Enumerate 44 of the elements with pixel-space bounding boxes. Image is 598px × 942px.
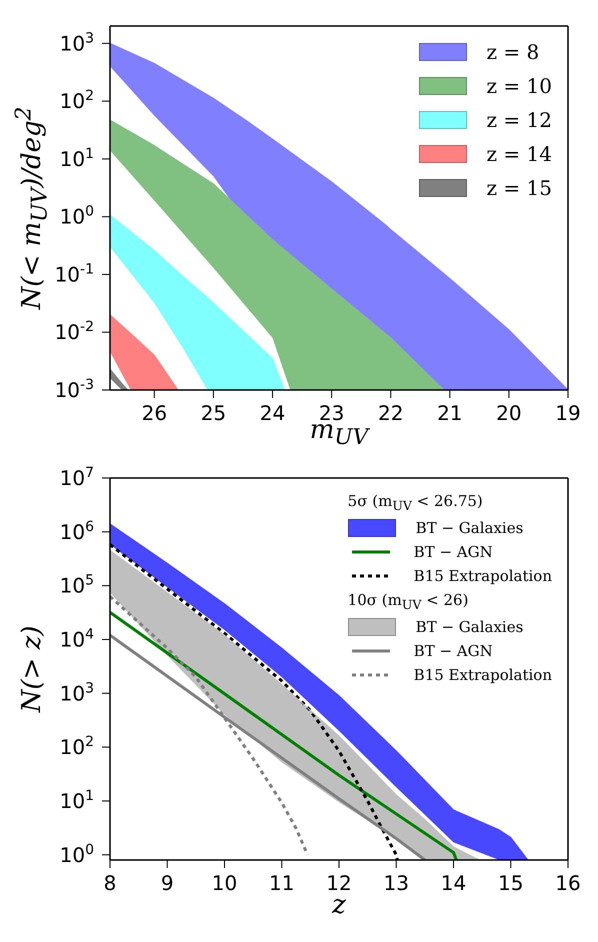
x-tick-label: 20: [496, 401, 522, 425]
y-tick-label: 10$^{3}$: [60, 30, 94, 56]
x-tick-label: 16: [555, 871, 581, 895]
y-tick-label: 10$^{0}$: [60, 204, 94, 229]
x-tick-label: 21: [437, 401, 463, 425]
x-tick-label: 11: [269, 871, 294, 895]
y-tick-label: 10$^{1}$: [60, 788, 94, 813]
y-tick-label: 10$^{3}$: [60, 680, 94, 706]
legend-label: z = 10: [486, 74, 552, 98]
x-tick-label: 13: [384, 871, 409, 895]
y-tick-label: 10$^{2}$: [60, 734, 94, 760]
x-tick-label: 9: [160, 871, 174, 895]
x-tick-label: 24: [260, 401, 286, 425]
annotation: 5σ (m$_{UV}$ < 26.75): [348, 492, 484, 513]
y-tick-label: 10$^{5}$: [60, 572, 94, 598]
x-tick-label: 10: [212, 871, 238, 895]
legend-label: BT − AGN: [414, 543, 493, 561]
x-tick-label: 14: [440, 871, 466, 895]
legend-label: BT − Galaxies: [416, 618, 524, 636]
y-tick-label: 10$^{2}$: [60, 88, 94, 114]
legend-label: z = 8: [486, 40, 540, 64]
annotation: 10σ (m$_{UV}$ < 26): [348, 591, 470, 612]
legend-label: BT − Galaxies: [416, 519, 524, 537]
x-tick-label: 19: [555, 401, 581, 425]
y-tick-label: 10$^{-3}$: [54, 377, 94, 402]
y-tick-label: 10$^{1}$: [60, 146, 94, 171]
y-tick-label: 10$^{-2}$: [54, 319, 94, 344]
x-tick-label: 25: [200, 401, 226, 425]
legend-label: B15 Extrapolation: [414, 666, 552, 684]
x-tick-label: 15: [498, 871, 524, 895]
y-tick-label: 10$^{-1}$: [54, 261, 94, 286]
x-tick-label: 26: [142, 401, 168, 425]
x-tick-label: 8: [104, 871, 116, 895]
x-tick-label: 22: [378, 401, 404, 425]
y-tick-label: 10$^{0}$: [60, 842, 94, 867]
legend-label: BT − AGN: [414, 642, 493, 660]
y-tick-label: 10$^{4}$: [60, 626, 94, 652]
legend-label: z = 12: [486, 108, 552, 132]
y-tick-label: 10$^{7}$: [60, 465, 94, 490]
legend-label: z = 14: [486, 142, 552, 166]
legend-label: z = 15: [486, 176, 552, 200]
y-tick-label: 10$^{6}$: [60, 518, 94, 544]
y-axis-title: N(> z): [17, 626, 47, 712]
legend-label: B15 Extrapolation: [414, 567, 552, 585]
